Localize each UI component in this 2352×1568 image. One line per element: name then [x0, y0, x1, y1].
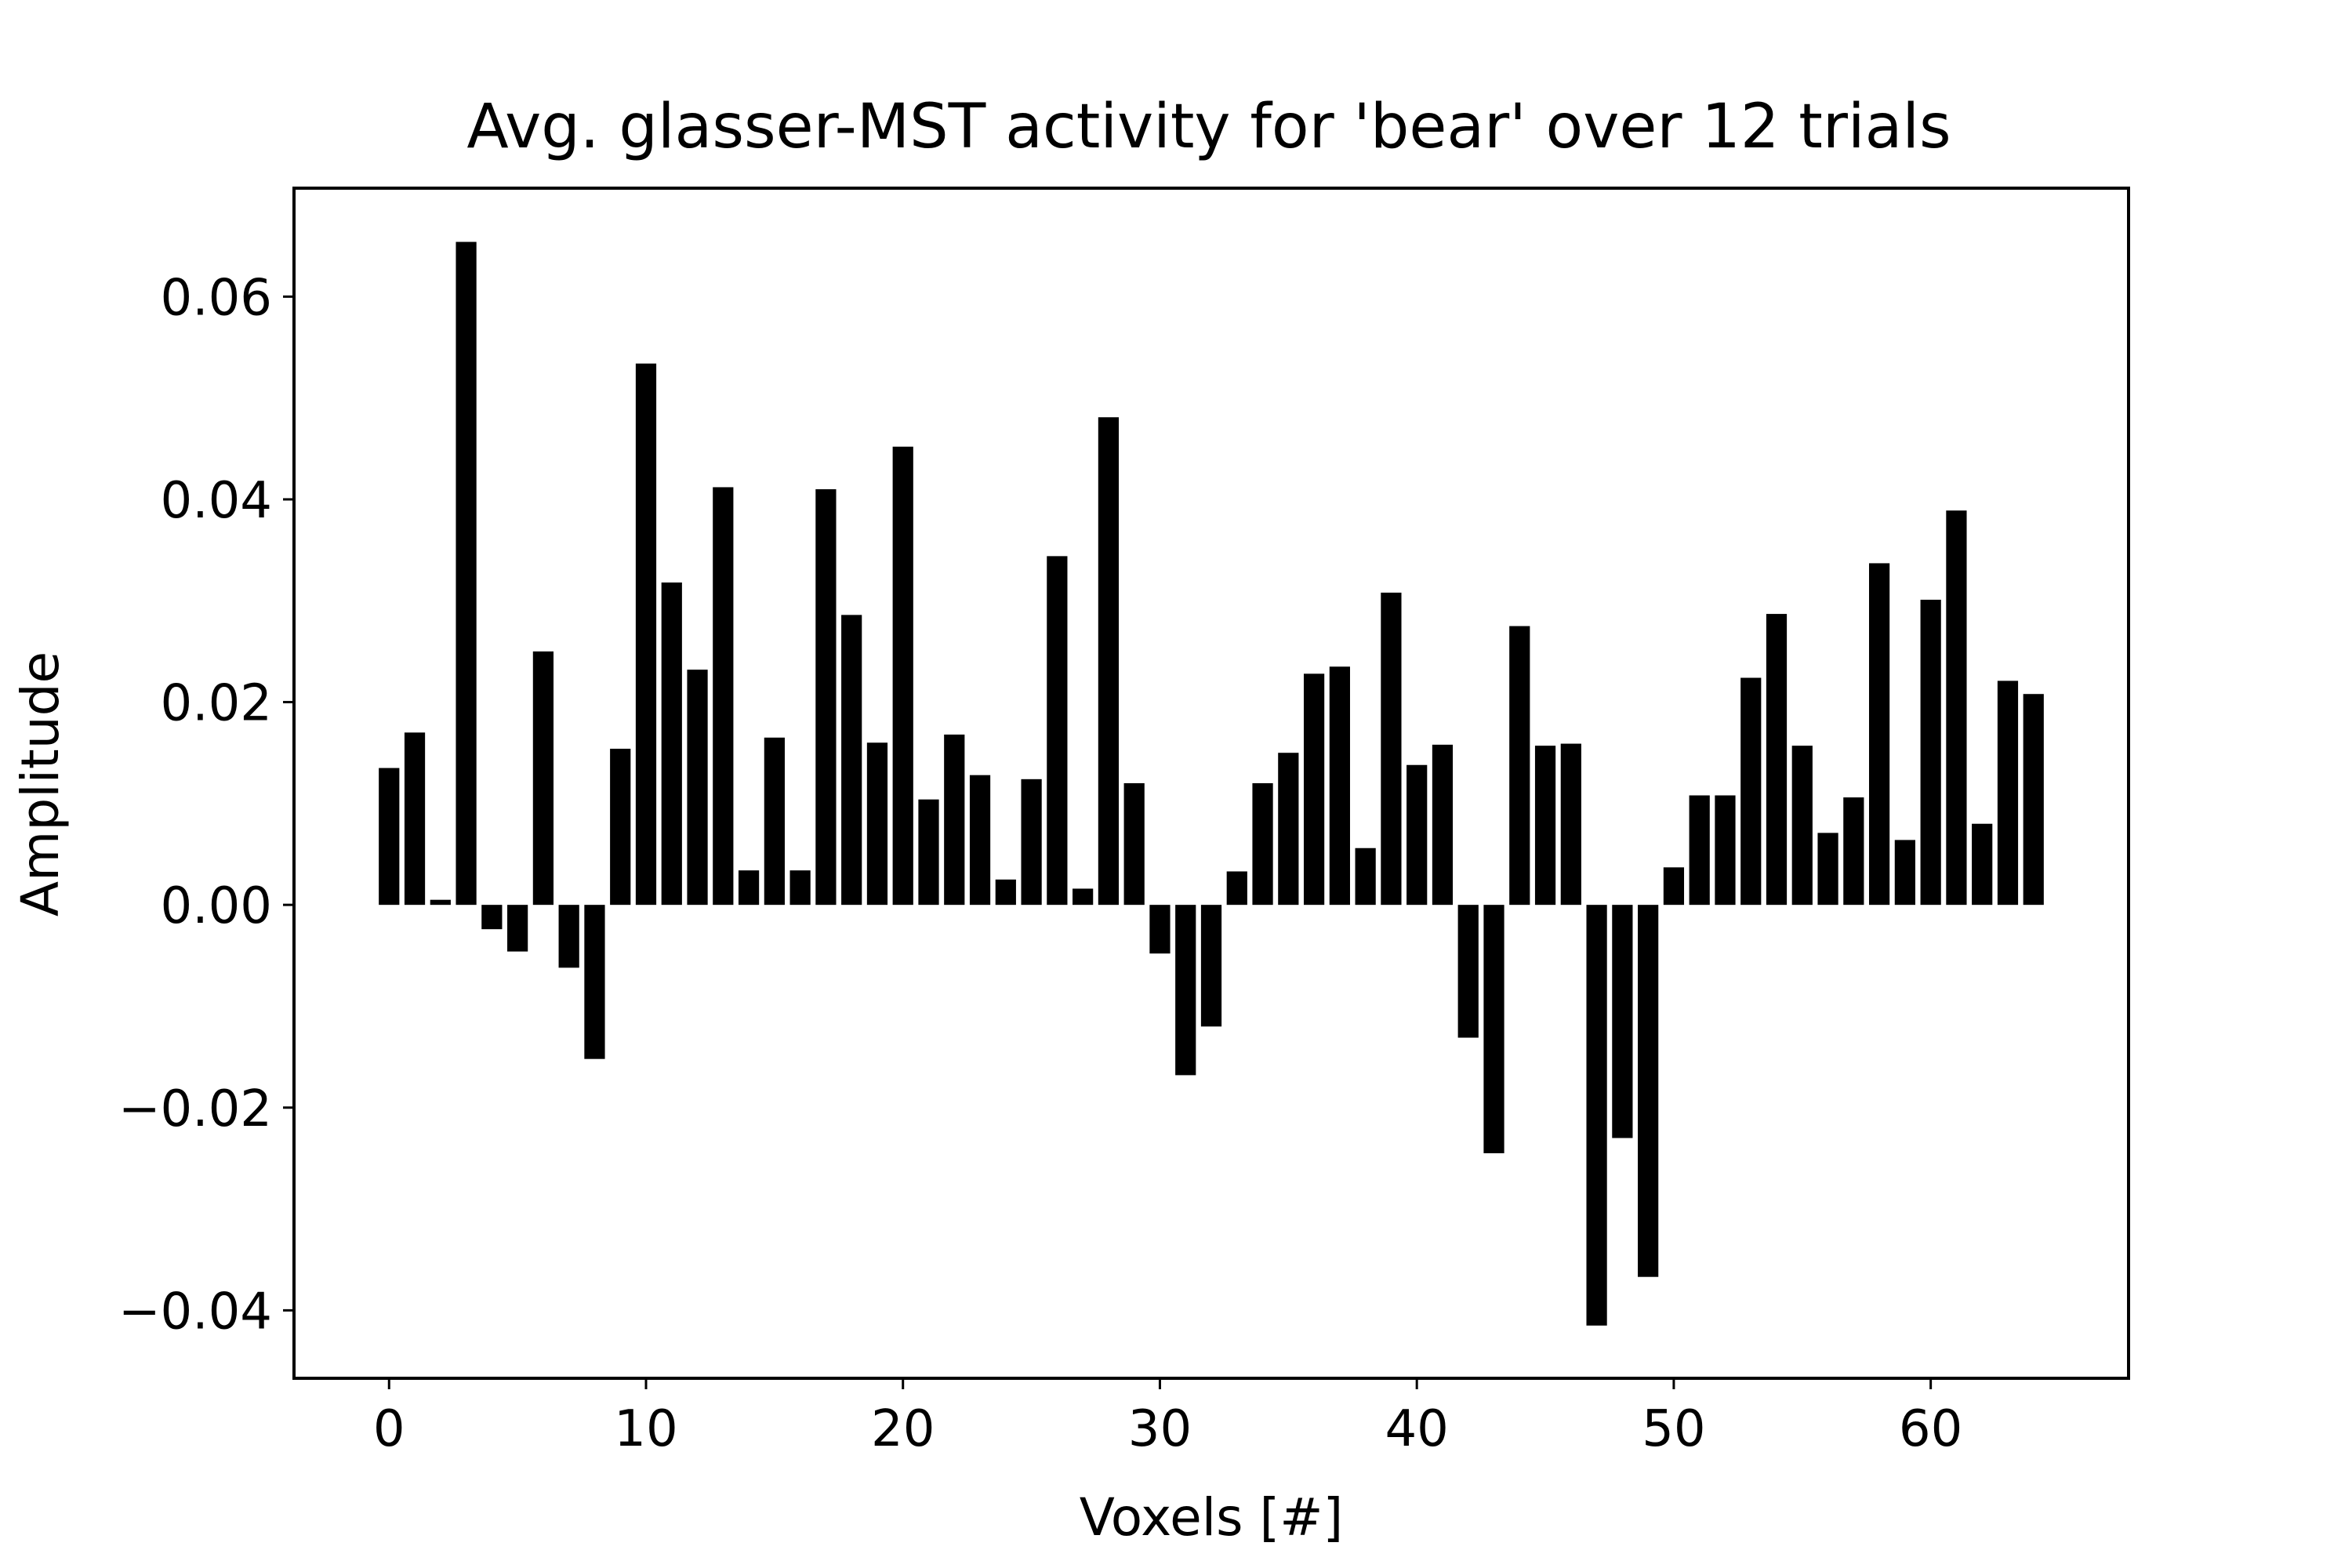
plot-area-frame — [292, 187, 2130, 1380]
bar-voxel-11 — [661, 582, 682, 906]
bar-voxel-49 — [1638, 905, 1659, 1277]
bar-voxel-51 — [1689, 795, 1710, 906]
bar-voxel-62 — [1972, 823, 1993, 906]
bar-voxel-38 — [1355, 848, 1376, 906]
bar-voxel-31 — [1175, 905, 1196, 1076]
x-tick-label: 0 — [373, 1400, 405, 1458]
bar-voxel-19 — [866, 742, 888, 906]
x-tick-label: 30 — [1128, 1400, 1192, 1458]
bar-voxel-4 — [481, 905, 503, 930]
bar-voxel-7 — [558, 905, 579, 968]
y-tick-label: 0.02 — [161, 675, 273, 733]
bar-voxel-3 — [456, 241, 477, 906]
bar-voxel-30 — [1149, 905, 1171, 954]
bar-voxel-57 — [1843, 797, 1864, 906]
bar-voxel-26 — [1047, 556, 1068, 906]
bar-voxel-24 — [995, 879, 1016, 906]
y-tick-label: 0.06 — [161, 269, 273, 327]
y-tick-label: −0.02 — [118, 1080, 272, 1138]
bar-voxel-27 — [1073, 888, 1094, 906]
y-tick-label: −0.04 — [118, 1283, 272, 1341]
bar-voxel-34 — [1252, 783, 1273, 906]
bar-voxel-0 — [379, 768, 400, 906]
bar-voxel-50 — [1663, 867, 1685, 906]
bar-voxel-58 — [1868, 563, 1890, 906]
bar-voxel-32 — [1200, 905, 1222, 1027]
bar-voxel-21 — [918, 799, 939, 906]
x-tick-label: 20 — [871, 1400, 935, 1458]
bar-voxel-9 — [610, 749, 631, 906]
bar-voxel-8 — [584, 905, 605, 1059]
x-tick-label: 60 — [1899, 1400, 1962, 1458]
bars-group — [379, 241, 2044, 1326]
bar-voxel-54 — [1766, 614, 1788, 906]
bar-voxel-15 — [764, 737, 785, 906]
bar-voxel-2 — [430, 899, 451, 906]
bar-voxel-64 — [2023, 694, 2044, 906]
y-axis-label: Amplitude — [10, 652, 71, 916]
bar-voxel-48 — [1612, 905, 1633, 1138]
bar-voxel-10 — [635, 363, 657, 906]
bar-voxel-17 — [815, 489, 837, 906]
bar-voxel-16 — [789, 870, 811, 906]
bar-voxel-40 — [1406, 764, 1428, 906]
bar-voxel-42 — [1457, 905, 1479, 1038]
bar-voxel-60 — [1920, 599, 1941, 906]
x-axis-ticks: 0 10 20 30 40 50 60 — [373, 1378, 1962, 1458]
bar-voxel-59 — [1894, 840, 1915, 906]
x-tick-label: 40 — [1385, 1400, 1448, 1458]
bar-voxel-5 — [507, 905, 528, 952]
bar-voxel-52 — [1715, 795, 1736, 906]
bar-voxel-23 — [969, 775, 991, 906]
bar-voxel-1 — [404, 732, 426, 906]
bar-voxel-13 — [713, 487, 734, 906]
bar-voxel-56 — [1817, 833, 1838, 906]
bar-voxel-37 — [1329, 666, 1350, 906]
bar-voxel-12 — [687, 670, 708, 906]
bar-voxel-61 — [1946, 510, 1967, 906]
bar-voxel-25 — [1021, 779, 1042, 906]
y-tick-label: 0.04 — [161, 472, 273, 530]
bar-voxel-35 — [1278, 753, 1299, 906]
y-tick-label: 0.00 — [161, 877, 273, 935]
bar-voxel-33 — [1226, 871, 1247, 906]
bar-voxel-63 — [1997, 681, 2019, 906]
bar-voxel-20 — [892, 446, 913, 906]
chart-title: Avg. glasser-MST activity for 'bear' ove… — [466, 92, 1951, 162]
bar-voxel-18 — [841, 615, 862, 906]
bar-voxel-55 — [1791, 746, 1813, 906]
bar-voxel-28 — [1098, 417, 1120, 906]
x-tick-label: 10 — [614, 1400, 677, 1458]
bar-voxel-41 — [1432, 744, 1454, 906]
bar-voxel-14 — [738, 870, 760, 906]
bar-voxel-29 — [1123, 783, 1145, 906]
bar-voxel-47 — [1586, 905, 1607, 1326]
x-axis-label: Voxels [#] — [1080, 1487, 1344, 1548]
bar-voxel-43 — [1483, 905, 1504, 1153]
bar-voxel-45 — [1534, 746, 1556, 906]
bar-voxel-6 — [532, 651, 554, 906]
bar-voxel-53 — [1740, 677, 1762, 906]
bar-voxel-44 — [1509, 626, 1530, 906]
y-axis-ticks: −0.04 −0.02 0.00 0.02 0.04 0.06 — [118, 269, 294, 1341]
bar-voxel-22 — [944, 734, 965, 906]
bar-voxel-39 — [1381, 592, 1402, 906]
bar-voxel-46 — [1560, 743, 1581, 906]
bar-voxel-36 — [1303, 673, 1325, 906]
x-tick-label: 50 — [1642, 1400, 1705, 1458]
